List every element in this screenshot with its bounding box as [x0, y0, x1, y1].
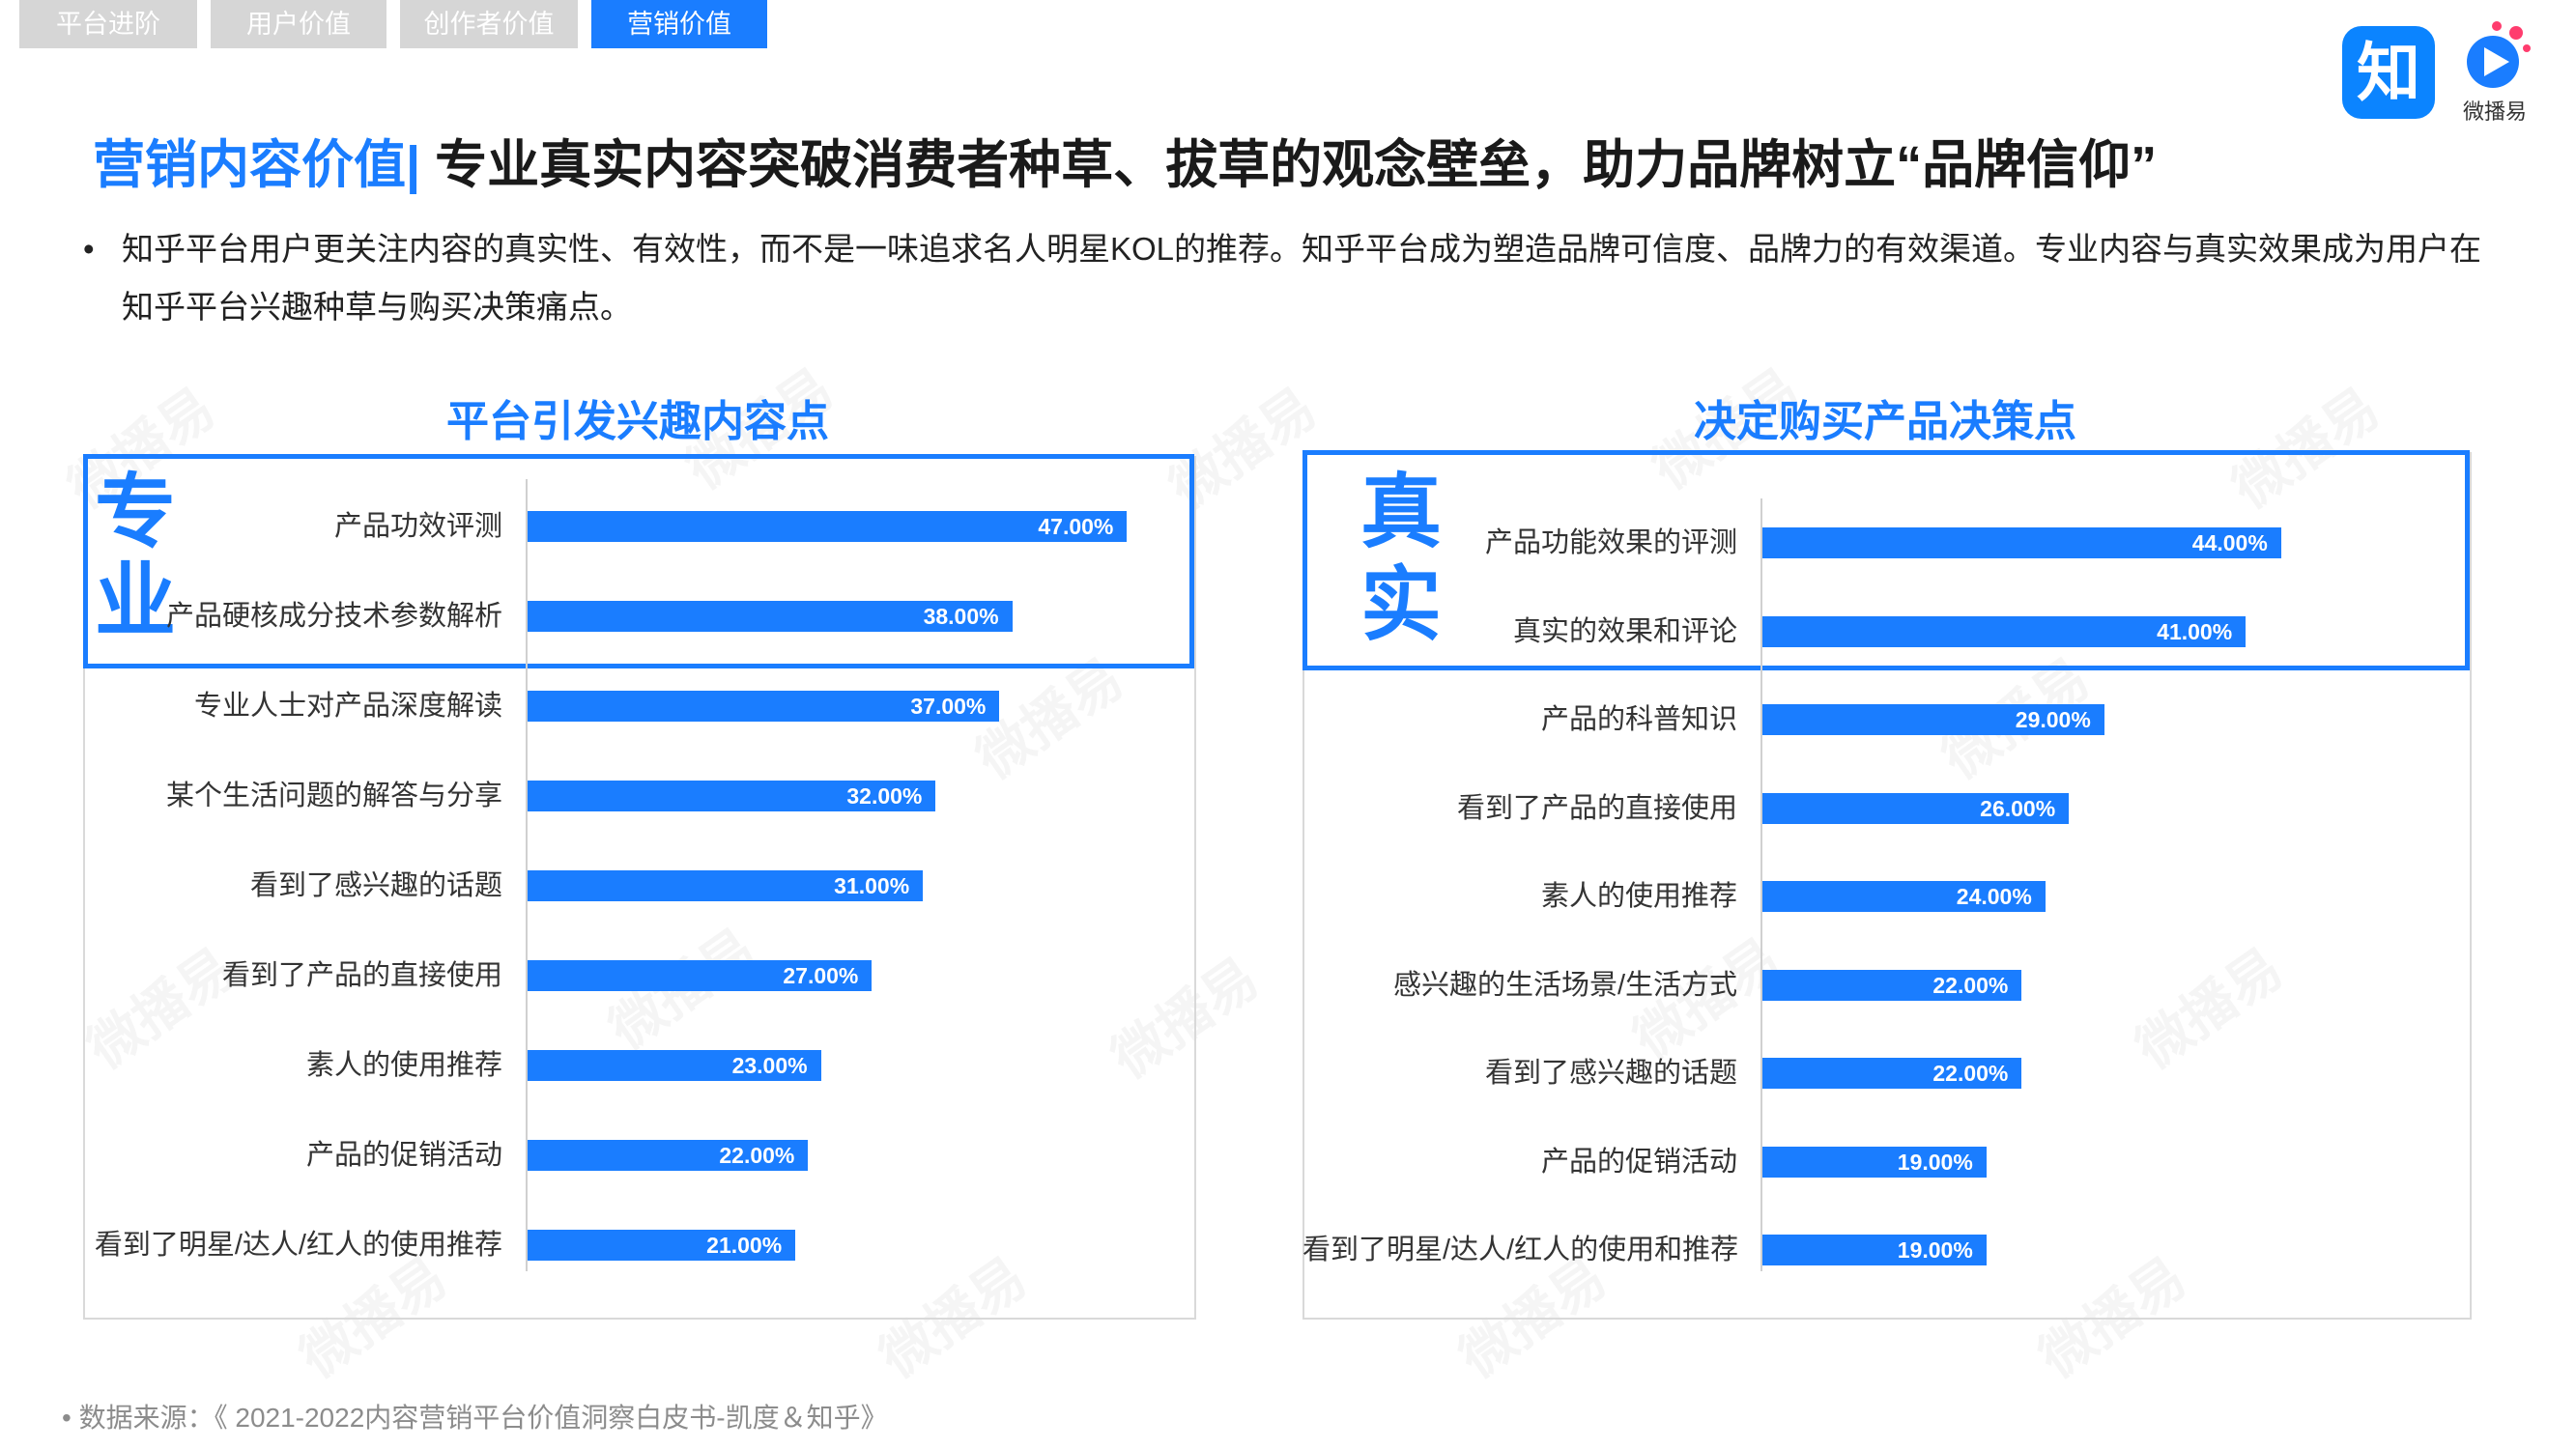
y-axis-line	[526, 479, 528, 1271]
bar-value-label: 22.00%	[719, 1143, 795, 1168]
category-label: 产品的促销活动	[305, 1140, 502, 1171]
highlight-box	[1302, 450, 2470, 670]
bar-value-label: 47.00%	[1038, 514, 1114, 539]
bar: 26.00%	[1762, 792, 2070, 824]
bar: 24.00%	[1762, 881, 2046, 912]
bar: 19.00%	[1762, 1235, 1987, 1265]
bar: 31.00%	[528, 870, 924, 901]
bar: 47.00%	[528, 511, 1128, 542]
tab-platform-advance[interactable]: 平台进阶	[19, 0, 197, 48]
section-tabs: 平台进阶 用户价值 创作者价值 营销价值	[19, 0, 781, 48]
weiboyi-logo: 微播易	[2454, 17, 2535, 124]
category-label: 产品的促销活动	[1540, 1146, 1737, 1178]
bar: 22.00%	[528, 1140, 809, 1171]
bar: 32.00%	[528, 781, 936, 811]
bar-value-label: 37.00%	[910, 694, 987, 719]
highlight-box	[83, 454, 1194, 668]
bar-value-label: 29.00%	[2015, 707, 2091, 732]
category-label: 看到了产品的直接使用	[1456, 792, 1737, 824]
category-label: 专业人士对产品深度解读	[193, 691, 502, 722]
source-dot-icon: •	[62, 1403, 72, 1433]
page-title-main: 专业真实内容突破消费者种草、拔草的观念壁垒，助力品牌树立“品牌信仰”	[420, 136, 2158, 194]
zhihu-logo: 知	[2342, 26, 2435, 119]
bar-value-label: 38.00%	[923, 604, 999, 629]
highlight-char-2: 实	[1360, 559, 1442, 650]
source-text: 数据来源：《 2021-2022内容营销平台价值洞察白皮书-凯度＆知乎》	[78, 1403, 888, 1433]
bar: 23.00%	[528, 1050, 821, 1081]
tab-user-value[interactable]: 用户价值	[211, 0, 386, 48]
bar-value-label: 21.00%	[706, 1233, 783, 1258]
category-label: 看到了产品的直接使用	[221, 960, 502, 991]
bar: 22.00%	[1762, 969, 2022, 1001]
category-label: 真实的效果和评论	[1512, 615, 1737, 647]
bar-value-label: 32.00%	[846, 783, 923, 809]
y-axis-line	[1760, 498, 1762, 1271]
bar: 37.00%	[528, 691, 1000, 722]
data-source: • 数据来源：《 2021-2022内容营销平台价值洞察白皮书-凯度＆知乎》	[62, 1397, 888, 1435]
category-label: 感兴趣的生活场景/生活方式	[1392, 969, 1737, 1001]
intro-bullet: • 知乎平台用户更关注内容的真实性、有效性，而不是一味追求名人明星KOL的推荐。…	[83, 220, 2499, 336]
bar-value-label: 22.00%	[1932, 972, 2009, 998]
bar-value-label: 27.00%	[783, 963, 859, 988]
bar-value-label: 44.00%	[2191, 530, 2268, 555]
category-label: 素人的使用推荐	[1540, 881, 1737, 912]
bar-value-label: 31.00%	[834, 873, 910, 898]
bar: 29.00%	[1762, 704, 2104, 735]
weiboyi-logo-icon	[2467, 21, 2531, 88]
category-label: 看到了明星/达人/红人的使用推荐	[94, 1230, 502, 1261]
category-label: 看到了明星/达人/红人的使用和推荐	[1302, 1235, 1739, 1265]
bar: 19.00%	[1762, 1146, 1987, 1178]
category-label: 看到了感兴趣的话题	[1484, 1058, 1737, 1089]
highlight-char-2: 业	[94, 555, 176, 646]
tab-creator-value[interactable]: 创作者价值	[400, 0, 578, 48]
page-title-prefix: 营销内容价值|	[93, 136, 421, 194]
bar: 44.00%	[1762, 527, 2281, 558]
bar: 38.00%	[528, 601, 1013, 632]
chart-title: 决定购买产品决策点	[1694, 398, 2076, 445]
weiboyi-logo-text: 微播易	[2462, 99, 2527, 124]
category-label: 产品的科普知识	[1540, 704, 1737, 735]
category-label: 素人的使用推荐	[305, 1050, 502, 1081]
bar: 21.00%	[528, 1230, 796, 1261]
bar-value-label: 24.00%	[1956, 884, 2032, 909]
bar: 41.00%	[1762, 615, 2247, 647]
category-label: 看到了感兴趣的话题	[249, 870, 502, 901]
bar-value-label: 19.00%	[1897, 1237, 1973, 1263]
category-label: 某个生活问题的解答与分享	[165, 781, 502, 811]
highlight-char-1: 真	[1360, 467, 1442, 557]
category-label: 产品功能效果的评测	[1484, 527, 1737, 558]
category-label: 产品功效评测	[333, 511, 502, 542]
bar-value-label: 19.00%	[1897, 1149, 1973, 1175]
tab-marketing-value[interactable]: 营销价值	[591, 0, 767, 48]
bar-value-label: 23.00%	[731, 1053, 808, 1078]
bullet-dot-icon: •	[83, 231, 95, 267]
bar: 22.00%	[1762, 1058, 2022, 1089]
page-title: 营销内容价值| 专业真实内容突破消费者种草、拔草的观念壁垒，助力品牌树立“品牌信…	[93, 122, 2157, 198]
bar: 27.00%	[528, 960, 873, 991]
bar-value-label: 26.00%	[1980, 795, 2056, 821]
category-label: 产品硬核成分技术参数解析	[165, 601, 502, 632]
bar-value-label: 41.00%	[2157, 618, 2233, 644]
chart-title: 平台引发兴趣内容点	[446, 398, 829, 445]
bar-value-label: 22.00%	[1932, 1061, 2009, 1086]
highlight-char-1: 专	[94, 467, 176, 557]
intro-text: 知乎平台用户更关注内容的真实性、有效性，而不是一味追求名人明星KOL的推荐。知乎…	[122, 231, 2482, 325]
